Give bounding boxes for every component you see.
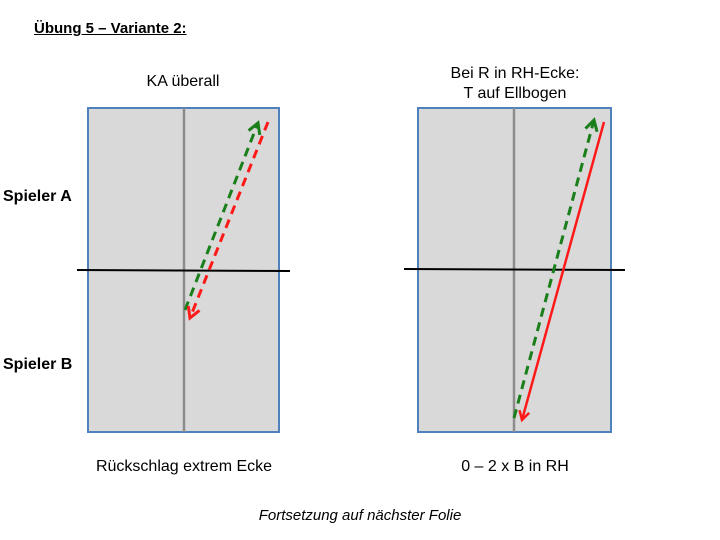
- red-dashed-arrow: [186, 121, 270, 321]
- diagram-1-title: KA überall: [146, 73, 220, 90]
- exercise-title: Übung 5 – Variante 2:: [34, 20, 187, 37]
- net-line: [76, 269, 291, 272]
- diagram-2-title-line1: Bei R in RH-Ecke:: [450, 65, 580, 82]
- player-b-label: Spieler B: [3, 356, 73, 373]
- table-diagram-2: [403, 107, 626, 433]
- player-a-label: Spieler A: [3, 188, 72, 205]
- table-diagram-1: [76, 107, 291, 433]
- footer-note: Fortsetzung auf nächster Folie: [258, 507, 462, 524]
- red-solid-arrow: [518, 121, 606, 423]
- diagram-2-title: Bei R in RH-Ecke: T auf Ellbogen: [400, 64, 630, 104]
- diagram-2-title-line2: T auf Ellbogen: [463, 85, 567, 102]
- green-dashed-arrow: [512, 117, 599, 419]
- diagram-1-caption: Rückschlag extrem Ecke: [95, 458, 273, 475]
- diagram-2-caption: 0 – 2 x B in RH: [461, 458, 569, 475]
- net-line: [403, 268, 626, 271]
- green-dashed-arrow: [183, 120, 262, 311]
